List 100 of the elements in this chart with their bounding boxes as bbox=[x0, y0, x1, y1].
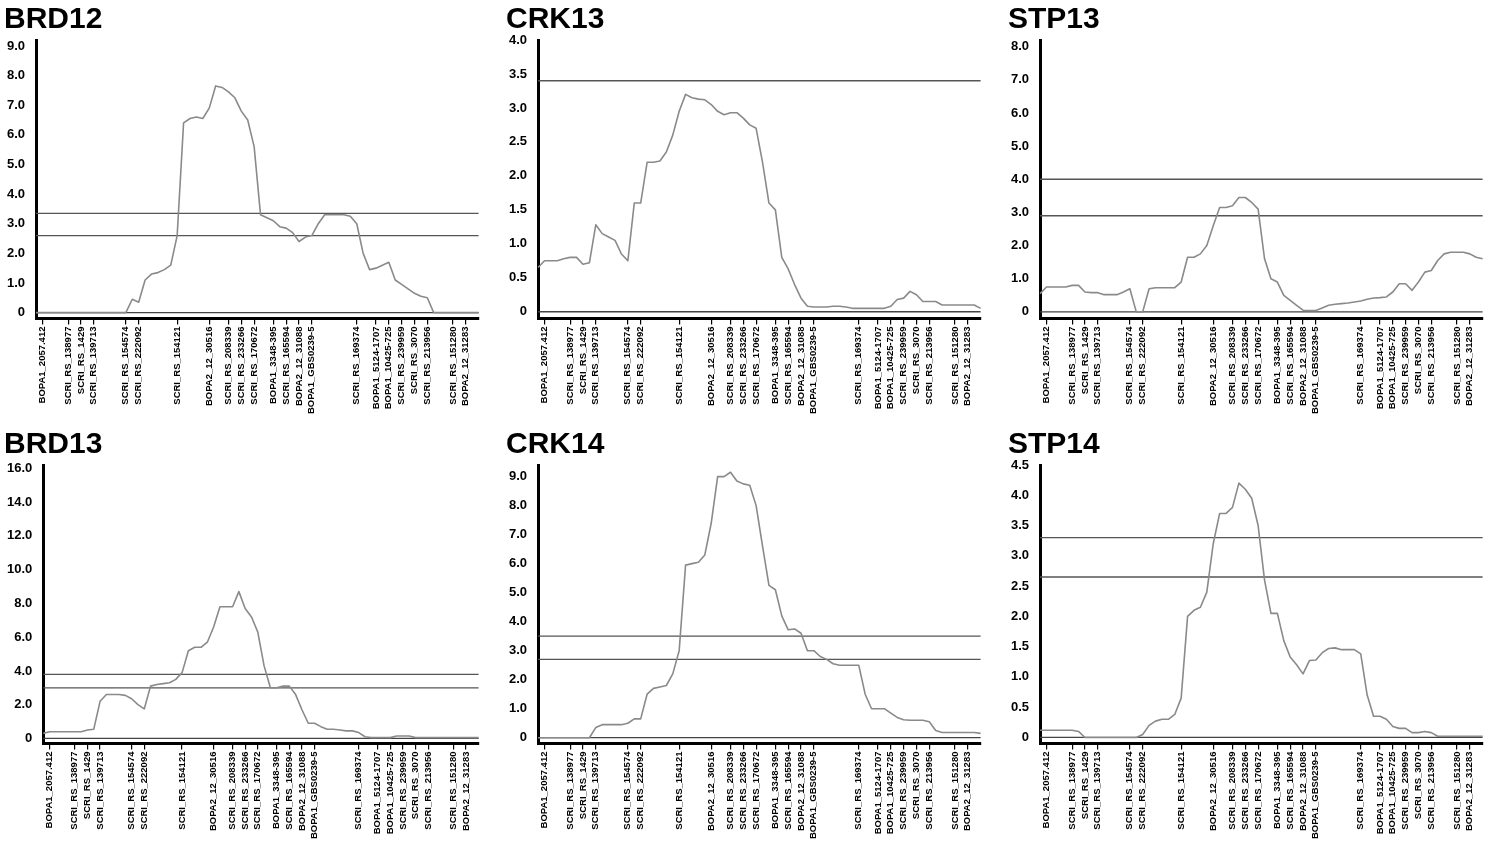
x-tick-label: SCRI_RS_213956 bbox=[1424, 326, 1436, 405]
x-tick-label: SCRI_RS_154574 bbox=[1123, 750, 1135, 830]
x-tick-label: SCRI_RS_239959 bbox=[395, 326, 407, 405]
y-tick-label: 6.0 bbox=[508, 555, 528, 571]
x-tick-label: SCRI_RS_213956 bbox=[1424, 751, 1436, 830]
x-tick-label: SCRI_RS_1429 bbox=[1078, 751, 1090, 820]
x-tick-label: BOPA1_GBS0239-5 bbox=[807, 750, 819, 840]
x-tick-label: SCRI_RS_170672 bbox=[1251, 751, 1263, 830]
y-tick-label: 0 bbox=[17, 304, 26, 320]
y-tick-label: 3.5 bbox=[508, 65, 528, 81]
y-tick-label: 0 bbox=[25, 730, 33, 746]
x-tick-label: BOPA2_12_30516 bbox=[704, 326, 716, 407]
x-tick-label: BOPA1_2057.412 bbox=[36, 326, 48, 404]
y-tick-label: 1.0 bbox=[6, 274, 26, 290]
x-tick-label: BOPA1_3348-395 bbox=[768, 325, 780, 404]
x-tick-label: BOPA2_12_31283 bbox=[1463, 751, 1475, 832]
x-tick-label: SCRI_RS_208339 bbox=[1226, 751, 1238, 830]
x-tick-label: SCRI_RS_139713 bbox=[1091, 751, 1103, 830]
x-tick-label: BOPA2_12_31088 bbox=[292, 326, 304, 407]
x-tick-label: SCRI_RS_208339 bbox=[724, 326, 736, 405]
y-tick-label: 2.0 bbox=[1010, 607, 1030, 623]
x-tick-label: SCRI_RS_151280 bbox=[948, 751, 960, 830]
x-tick-label: BOPA2_12_31283 bbox=[961, 751, 973, 832]
y-tick-label: 0 bbox=[519, 729, 528, 745]
x-tick-label: BOPA1_3348-395 bbox=[1270, 750, 1282, 829]
x-tick-label: BOPA2_12_30516 bbox=[207, 751, 219, 832]
x-tick-label: SCRI_RS_165594 bbox=[1283, 325, 1295, 405]
y-tick-label: 5.0 bbox=[6, 156, 26, 172]
x-tick-label: SCRI_RS_165594 bbox=[781, 325, 793, 405]
x-tick-label: SCRI_RS_170672 bbox=[749, 326, 761, 405]
x-tick-label: BOPA2_12_31088 bbox=[794, 751, 806, 832]
x-tick-label: SCRI_RS_239959 bbox=[1399, 326, 1411, 405]
y-tick-label: 4.0 bbox=[508, 613, 528, 629]
y-tick-label: 4.0 bbox=[6, 185, 26, 201]
x-tick-label: BOPA1_3348-395 bbox=[768, 750, 780, 829]
x-tick-label: SCRI_RS_154121 bbox=[672, 325, 684, 405]
y-tick-label: 5.0 bbox=[1010, 137, 1030, 153]
y-tick-label: 7.0 bbox=[1010, 71, 1030, 87]
x-tick-label: BOPA1_5124-1707 bbox=[871, 326, 883, 410]
chart-title: STP13 bbox=[1008, 1, 1100, 35]
x-tick-label: SCRI_RS_169374 bbox=[852, 750, 864, 830]
x-tick-label: SCRI_RS_239959 bbox=[396, 751, 408, 830]
x-tick-label: BOPA2_12_31088 bbox=[1296, 751, 1308, 832]
x-tick-label: BOPA2_12_31283 bbox=[1463, 326, 1475, 407]
x-tick-label: SCRI_RS_233266 bbox=[234, 326, 246, 405]
x-tick-label: SCRI_RS_139713 bbox=[589, 326, 601, 405]
y-tick-label: 3.0 bbox=[1010, 547, 1030, 563]
x-tick-label: SCRI_RS_154574 bbox=[1123, 325, 1135, 405]
y-tick-label: 2.0 bbox=[6, 244, 26, 260]
y-tick-label: 6.0 bbox=[1010, 104, 1030, 120]
x-tick-label: SCRI_RS_1429 bbox=[576, 326, 588, 395]
x-tick-label: BOPA2_12_31283 bbox=[459, 751, 471, 832]
y-tick-label: 9.0 bbox=[6, 37, 26, 53]
x-tick-label: SCRI_RS_165594 bbox=[279, 325, 291, 405]
x-tick-label: BOPA1_2057.412 bbox=[1040, 326, 1052, 404]
x-tick-label: BOPA1_10425-725 bbox=[884, 325, 896, 410]
x-tick-label: SCRI_RS_233266 bbox=[736, 751, 748, 830]
x-tick-label: SCRI_RS_170672 bbox=[749, 751, 761, 830]
x-tick-label: BOPA1_10425-725 bbox=[383, 750, 395, 835]
x-tick-label: BOPA2_12_31088 bbox=[794, 326, 806, 407]
y-tick-label: 8.0 bbox=[6, 67, 26, 83]
y-tick-label: 1.0 bbox=[1010, 668, 1030, 684]
x-tick-label: BOPA1_10425-725 bbox=[1386, 750, 1398, 835]
x-tick-label: SCRI_RS_165594 bbox=[1283, 750, 1295, 830]
x-tick-label: SCRI_RS_139713 bbox=[87, 326, 99, 405]
y-tick-label: 2.0 bbox=[508, 167, 528, 183]
x-tick-label: SCRI_RS_170672 bbox=[251, 751, 263, 830]
y-tick-label: 8.0 bbox=[508, 497, 528, 513]
y-tick-label: 1.5 bbox=[1010, 638, 1030, 654]
y-tick-label: 8.0 bbox=[14, 595, 33, 610]
x-tick-label: BOPA2_12_31283 bbox=[961, 326, 973, 407]
chart-title: BRD12 bbox=[4, 1, 103, 35]
y-tick-label: 3.0 bbox=[508, 99, 528, 115]
chart-title: CRK14 bbox=[506, 426, 605, 460]
x-tick-label: BOPA1_3348-395 bbox=[1270, 325, 1282, 404]
x-tick-label: BOPA1_10425-725 bbox=[1386, 325, 1398, 410]
x-tick-label: SCRI_RS_169374 bbox=[1354, 325, 1366, 405]
x-tick-label: BOPA2_12_30516 bbox=[704, 751, 716, 832]
x-tick-label: BOPA1_2057.412 bbox=[1040, 751, 1052, 829]
y-tick-label: 1.5 bbox=[508, 201, 528, 217]
y-tick-label: 7.0 bbox=[508, 526, 528, 542]
x-tick-label: SCRI_RS_222092 bbox=[634, 751, 646, 830]
x-tick-label: SCRI_RS_239959 bbox=[897, 326, 909, 405]
x-tick-label: BOPA1_5124-1707 bbox=[371, 751, 383, 835]
x-tick-label: SCRI_RS_213956 bbox=[922, 326, 934, 405]
x-tick-label: SCRI_RS_151280 bbox=[1450, 751, 1462, 830]
x-tick-label: SCRI_RS_213956 bbox=[922, 751, 934, 830]
x-tick-label: SCRI_RS_138977 bbox=[68, 751, 80, 830]
x-tick-label: SCRI_RS_165594 bbox=[781, 750, 793, 830]
x-tick-label: SCRI_RS_222092 bbox=[137, 751, 149, 830]
x-tick-label: SCRI_RS_151280 bbox=[1450, 326, 1462, 405]
y-tick-label: 1.0 bbox=[508, 235, 528, 251]
x-tick-label: SCRI_RS_213956 bbox=[421, 751, 433, 830]
y-tick-label: 5.0 bbox=[508, 584, 528, 600]
y-tick-label: 2.0 bbox=[1010, 237, 1030, 253]
x-tick-label: SCRI_RS_154121 bbox=[1174, 750, 1186, 830]
x-tick-label: SCRI_RS_169374 bbox=[350, 325, 362, 405]
x-tick-label: BOPA1_2057.412 bbox=[538, 326, 550, 404]
x-tick-label: BOPA2_12_30516 bbox=[1206, 751, 1218, 832]
x-tick-label: SCRI_RS_154121 bbox=[175, 750, 187, 830]
